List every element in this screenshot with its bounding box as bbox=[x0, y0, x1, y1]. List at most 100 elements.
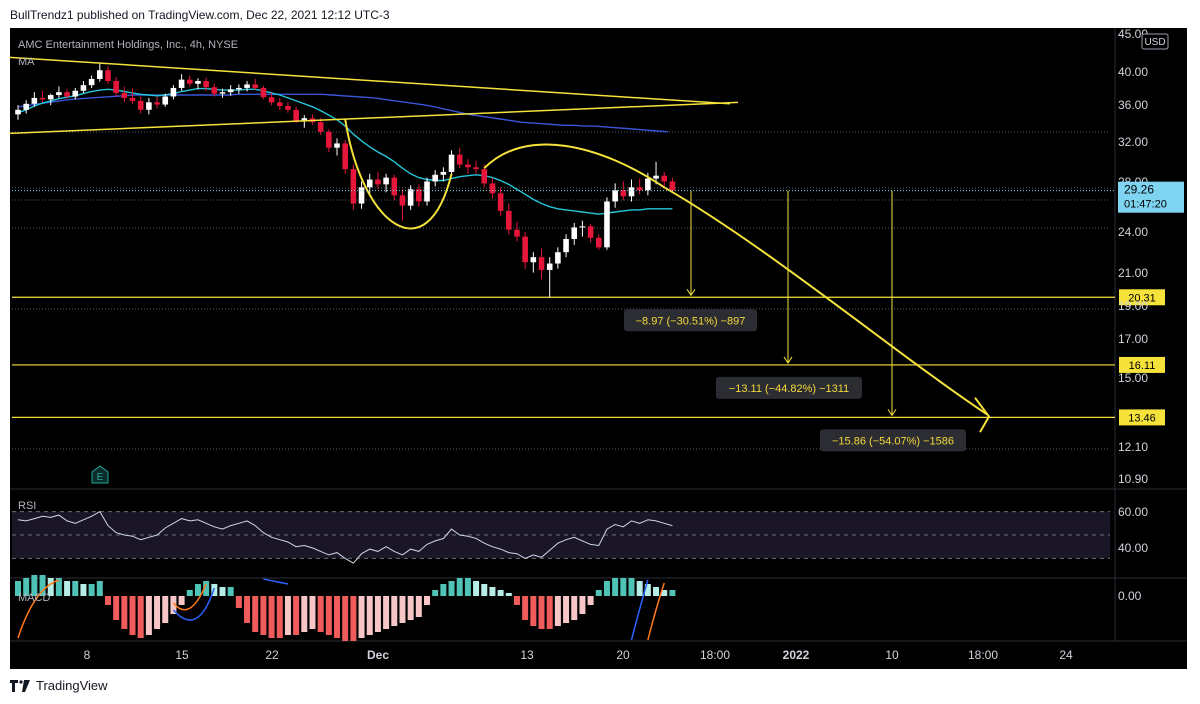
candle-body bbox=[195, 81, 201, 84]
candle-body bbox=[178, 79, 185, 88]
macd-bar bbox=[612, 578, 619, 596]
price-tick-label: 21.00 bbox=[1118, 266, 1148, 280]
time-tick-label: 15 bbox=[175, 648, 189, 662]
time-tick-label: Dec bbox=[367, 648, 389, 662]
time-axis: 8 15 22 Dec 13 20 18:00 2022 10 18:00 24 bbox=[84, 648, 1073, 662]
projection-arrowhead bbox=[974, 397, 991, 433]
candle-body bbox=[268, 97, 275, 103]
candle-body bbox=[276, 102, 283, 107]
current-price-box bbox=[1118, 181, 1184, 213]
earnings-marker-icon bbox=[91, 465, 109, 484]
support-levels-layer: 20.31 16.11 13.46 bbox=[12, 289, 1165, 426]
grid-layer bbox=[10, 28, 1187, 642]
candle-body bbox=[546, 263, 553, 270]
price-chart[interactable]: 20.31 16.11 13.46 −8.97 (−30.51%) −897 −13.… bbox=[10, 28, 1187, 669]
candle-body bbox=[72, 90, 79, 97]
candle-body bbox=[121, 92, 128, 98]
symbol-legend: AMC Entertainment Holdings, Inc., 4h, NY… bbox=[18, 39, 238, 51]
chart-panel[interactable]: 20.31 16.11 13.46 −8.97 (−30.51%) −897 −13.… bbox=[10, 28, 1187, 669]
macd-bar bbox=[350, 596, 357, 641]
macd-bar bbox=[603, 581, 610, 596]
macd-bar bbox=[636, 581, 643, 596]
candle-body bbox=[407, 189, 414, 206]
macd-bar bbox=[227, 587, 234, 596]
rsi-tick-label: 40.00 bbox=[1118, 541, 1148, 555]
candle-body bbox=[538, 257, 545, 270]
publisher-header: BullTrendz1 published on TradingView.com… bbox=[10, 8, 390, 22]
macd-bar bbox=[203, 581, 210, 596]
trendlines-layer bbox=[10, 56, 991, 433]
candle-body bbox=[88, 78, 95, 86]
candle-body bbox=[399, 195, 406, 206]
price-tick-label: 10.90 bbox=[1118, 472, 1148, 486]
macd-bar bbox=[456, 578, 463, 596]
candle-body bbox=[669, 181, 676, 191]
measure-arrow bbox=[887, 409, 897, 417]
level-price-label: 20.31 bbox=[1128, 292, 1156, 304]
macd-bar bbox=[391, 596, 398, 626]
macd-line bbox=[172, 587, 216, 621]
macd-bar bbox=[178, 596, 185, 605]
candle-body bbox=[334, 143, 340, 148]
macd-bar bbox=[104, 596, 111, 605]
candle-body bbox=[555, 252, 561, 264]
macd-bar bbox=[276, 596, 283, 638]
measure-label-box bbox=[820, 429, 966, 452]
macd-bar bbox=[309, 596, 316, 629]
candle-body bbox=[522, 236, 528, 263]
level-price-box bbox=[1119, 289, 1165, 306]
macd-bar bbox=[383, 596, 390, 629]
macd-bar bbox=[497, 590, 504, 596]
macd-bar bbox=[661, 590, 668, 596]
macd-bar bbox=[31, 575, 38, 596]
time-tick-label: 13 bbox=[520, 648, 534, 662]
macd-bar bbox=[399, 596, 406, 623]
candle-body bbox=[113, 81, 119, 93]
candle-body bbox=[64, 92, 70, 97]
candle-body bbox=[211, 87, 218, 94]
macd-bar bbox=[513, 596, 520, 605]
measure-label-box bbox=[716, 376, 862, 399]
time-tick-label: 22 bbox=[265, 648, 279, 662]
level-price-box bbox=[1119, 409, 1165, 426]
currency-badge bbox=[1141, 33, 1169, 50]
price-tick-label: 24.00 bbox=[1118, 225, 1148, 239]
candle-body bbox=[31, 97, 38, 104]
macd-bar bbox=[644, 584, 651, 596]
candle-body bbox=[661, 175, 668, 182]
macd-bar bbox=[653, 587, 660, 596]
candle-body bbox=[645, 178, 651, 191]
candle-body bbox=[105, 70, 111, 82]
macd-bar bbox=[579, 596, 586, 614]
candle-body bbox=[23, 103, 29, 110]
time-tick-label: 8 bbox=[84, 648, 91, 662]
macd-bar bbox=[448, 581, 455, 596]
macd-bar bbox=[407, 596, 414, 620]
candle-body bbox=[293, 109, 299, 121]
macd-bar bbox=[194, 584, 201, 596]
footer-brand: TradingView bbox=[36, 678, 108, 693]
measure-label: −13.11 (−44.82%) −1311 bbox=[729, 383, 849, 395]
macd-bar bbox=[374, 596, 381, 632]
rsi-tick-label: 60.00 bbox=[1118, 505, 1148, 519]
candle-body bbox=[15, 109, 21, 115]
candle-body bbox=[440, 171, 447, 175]
macd-bar bbox=[464, 578, 471, 596]
earnings-marker-label: E bbox=[97, 472, 104, 483]
macd-bar bbox=[154, 596, 161, 629]
macd-bar bbox=[170, 596, 177, 614]
level-price-box bbox=[1119, 356, 1165, 373]
rsi-pane bbox=[12, 510, 1110, 564]
candle-body bbox=[481, 169, 488, 184]
macd-bar bbox=[505, 593, 512, 596]
candle-body bbox=[587, 226, 594, 238]
macd-line bbox=[263, 578, 289, 585]
macd-bar bbox=[342, 596, 349, 641]
candle-body bbox=[236, 87, 242, 90]
candle-body bbox=[186, 79, 193, 84]
macd-bar bbox=[293, 596, 300, 635]
macd-bar bbox=[481, 584, 488, 596]
candle-body bbox=[497, 193, 504, 211]
currency-label: USD bbox=[1144, 37, 1165, 48]
candle-body bbox=[391, 177, 398, 196]
